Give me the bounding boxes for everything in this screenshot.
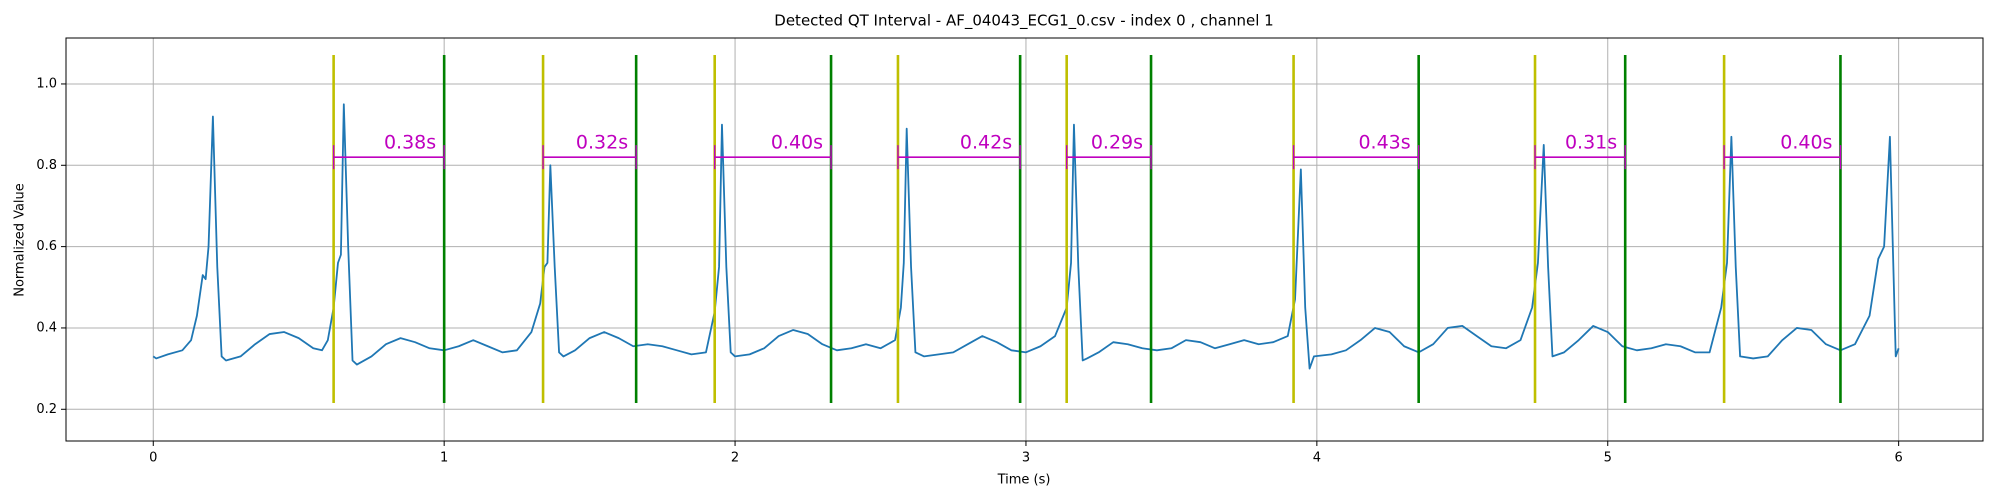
x-tick-label: 5: [1604, 451, 1612, 466]
x-axis-label: Time (s): [997, 473, 1051, 488]
y-axis-label: Normalized Value: [13, 183, 28, 297]
qt-label: 0.42s: [960, 132, 1012, 154]
qt-label: 0.29s: [1091, 132, 1143, 154]
y-tick-label: 0.8: [36, 158, 57, 173]
x-tick-label: 4: [1313, 451, 1321, 466]
qt-label: 0.31s: [1565, 132, 1617, 154]
y-tick-label: 0.4: [36, 320, 57, 335]
x-tick-label: 6: [1894, 451, 1902, 466]
x-tick-label: 0: [149, 451, 157, 466]
x-tick-label: 1: [440, 451, 448, 466]
chart-title: Detected QT Interval - AF_04043_ECG1_0.c…: [774, 12, 1273, 31]
x-tick-label: 3: [1022, 451, 1030, 466]
qt-label: 0.40s: [1780, 132, 1832, 154]
qt-label: 0.40s: [771, 132, 823, 154]
qt-label: 0.43s: [1358, 132, 1410, 154]
x-tick-label: 2: [731, 451, 739, 466]
qt-label: 0.38s: [384, 132, 436, 154]
y-tick-label: 0.2: [36, 402, 57, 417]
plot-frame: [65, 37, 1984, 442]
y-tick-label: 0.6: [36, 239, 57, 254]
qt-label: 0.32s: [576, 132, 628, 154]
y-tick-label: 1.0: [36, 76, 57, 91]
ecg-line: [152, 103, 1900, 370]
